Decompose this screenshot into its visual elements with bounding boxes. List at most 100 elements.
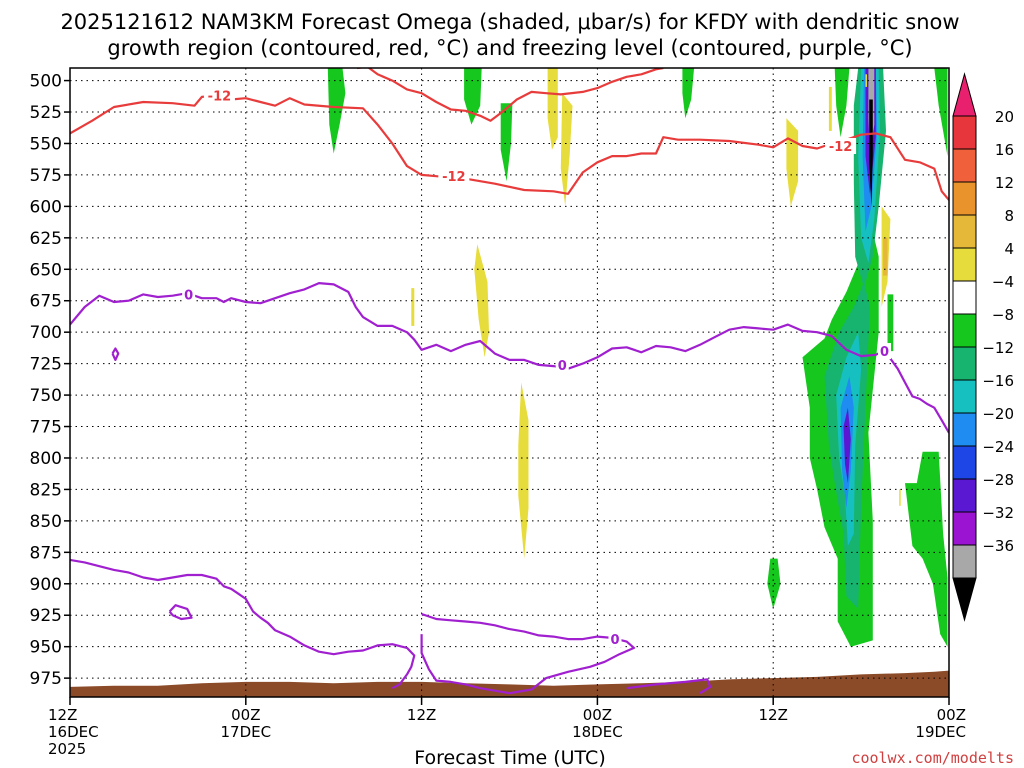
plot-background (70, 68, 949, 697)
credit-text: coolwx.com/modelts (851, 749, 1014, 767)
colorbar-tick-label: −32 (982, 504, 1014, 522)
downward-motion-yellow-29 (865, 74, 867, 87)
colorbar-segment (952, 214, 977, 249)
y-tick-label: 750 (30, 386, 62, 406)
x-tick-label: 18DEC (572, 723, 623, 741)
y-tick-label: 525 (30, 103, 62, 123)
colorbar-bottom-arrow (952, 577, 977, 622)
upward-motion-green-2 (500, 103, 513, 182)
downward-motion-yellow-24 (518, 382, 529, 559)
y-tick-label: 900 (30, 575, 62, 595)
freezing-label-4-bg (608, 631, 622, 648)
freezing-label-1-bg (182, 286, 196, 303)
upward-motion-green-8 (905, 451, 948, 647)
colorbar-tick-label: −16 (982, 372, 1014, 390)
dgz-label-3-bg (825, 137, 857, 154)
colorbar-segment (952, 544, 977, 579)
dgz-label-3: -12 (829, 140, 853, 155)
freezing-level-tiny-loop-6 (111, 347, 120, 361)
y-tick-label: 550 (30, 134, 62, 154)
x-tick-label: 12Z (407, 706, 436, 724)
colorbar-segment (952, 280, 977, 315)
y-tick-label: 775 (30, 418, 62, 438)
colorbar-top-arrow (952, 72, 977, 117)
colorbar-segment (952, 247, 977, 282)
freezing-level-bottom-lobe-7 (626, 678, 712, 695)
x-tick-label: 16DEC (48, 723, 99, 741)
x-tick-label: 17DEC (221, 723, 272, 741)
colorbar-tick-label: −8 (992, 306, 1014, 324)
freezing-label-2-bg (555, 356, 569, 373)
colorbar-segment (952, 313, 977, 348)
colorbar-segment (952, 181, 977, 216)
freezing-level-upper-pocket-4 (420, 612, 636, 695)
colorbar-tick-label: −4 (992, 273, 1014, 291)
colorbar-segment (952, 445, 977, 480)
colorbar-tick-label: −24 (982, 438, 1014, 456)
upward-motion-green-3 (682, 68, 695, 119)
colorbar-tick-label: 16 (995, 141, 1014, 159)
freezing-label-4: 0 (610, 633, 619, 648)
plot-frame (69, 67, 950, 698)
x-tick-label: 12Z (48, 706, 77, 724)
colorbar-tick-label: 12 (995, 174, 1014, 192)
upward-motion-green-5 (934, 68, 948, 157)
y-tick-label: 500 (30, 72, 62, 92)
dgz-label-1: -12 (208, 90, 232, 105)
y-tick-label: 950 (30, 638, 62, 658)
freezing-label-3-bg (878, 343, 892, 360)
upward-motion-green-1 (464, 68, 482, 125)
y-tick-label: 725 (30, 355, 62, 375)
upward-motion-green-4 (834, 68, 850, 138)
y-tick-label: 625 (30, 229, 62, 249)
downward-motion-yellow-21 (560, 93, 573, 207)
freezing-level-line-2 (70, 282, 949, 434)
y-tick-label: 650 (30, 260, 62, 280)
colorbar-segment (952, 511, 977, 546)
y-tick-label: 675 (30, 292, 62, 312)
y-axis-ticks: 500 525 550 575 600 625 650 675 700 725 750 775 800 8… (30, 72, 70, 689)
x-tick-label: 00Z (583, 706, 612, 724)
colorbar-segment (952, 412, 977, 447)
colorbar-segment (952, 346, 977, 381)
ground-terrain (70, 670, 949, 697)
y-tick-label: 800 (30, 449, 62, 469)
upward-motion-green-7 (887, 294, 894, 352)
dgz-minus12-upper-1 (357, 68, 664, 122)
y-tick-label: 925 (30, 606, 62, 626)
dgz-label-2-bg (438, 168, 470, 185)
y-tick-label: 875 (30, 543, 62, 563)
colorbar-segment (952, 115, 977, 150)
x-tick-label: 2025 (48, 740, 86, 758)
downward-motion-orange-28 (883, 237, 888, 276)
x-tick-label: 00Z (231, 706, 260, 724)
y-tick-label: 825 (30, 480, 62, 500)
chart-title-line-1: 2025121612 NAM3KM Forecast Omega (shaded… (60, 10, 959, 34)
x-axis-label: Forecast Time (UTC) (414, 747, 605, 768)
colorbar-tick-label: −28 (982, 471, 1014, 489)
colorbar-segment (952, 478, 977, 513)
colorbar-segment (952, 379, 977, 414)
x-tick-label: 19DEC (915, 723, 966, 741)
freezing-level-lower-3 (70, 558, 416, 690)
freezing-label-1: 0 (184, 288, 193, 303)
upward-motion-violet-13 (843, 407, 851, 484)
plot-inner: -12 -12 -12 0 0 0 0 (70, 68, 949, 697)
downward-motion-yellow-22 (474, 244, 489, 358)
colorbar: 20 16 12 8 4 −4 −8 −12 −16 −20 −24 −28 −32 −36 (952, 72, 1014, 622)
downward-motion-yellow-26 (828, 86, 832, 131)
y-tick-label: 575 (30, 166, 62, 186)
chart-title-line-2: growth region (contoured, red, °C) and f… (107, 36, 912, 60)
downward-motion-yellow-30 (899, 489, 901, 506)
dgz-label-1-bg (203, 87, 235, 104)
colorbar-tick-label: 4 (1004, 240, 1014, 258)
y-tick-label: 700 (30, 323, 62, 343)
x-tick-label: 00Z (937, 706, 966, 724)
downward-motion-yellow-23 (411, 288, 415, 326)
colorbar-tick-label: −12 (982, 339, 1014, 357)
y-tick-label: 975 (30, 669, 62, 689)
freezing-label-3: 0 (880, 345, 889, 360)
y-tick-label: 850 (30, 512, 62, 532)
